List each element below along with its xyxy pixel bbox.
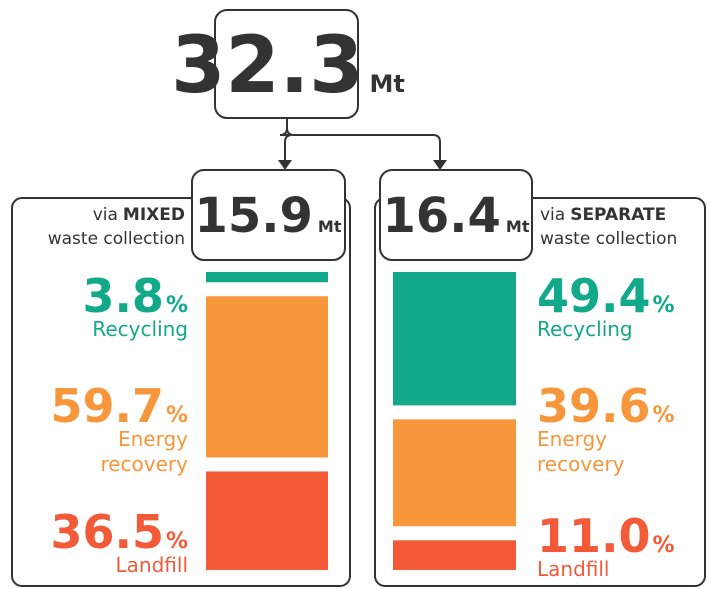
bar-segment [393, 419, 516, 527]
segment-unit: % [166, 529, 188, 554]
caption-prefix: via [93, 205, 118, 225]
mixed-header-box [191, 169, 346, 261]
total-box [214, 9, 359, 119]
segment-label: recovery [537, 452, 625, 476]
total-value: 32.3 [171, 21, 363, 111]
segment-label: Recycling [92, 317, 188, 341]
bar-segment [393, 272, 516, 406]
panel-total: 16.4 Mt [382, 188, 529, 244]
panel-total-unit: Mt [506, 217, 530, 236]
segment-number: 39.6 [537, 379, 651, 433]
segment-unit: % [653, 293, 675, 318]
bar-segment [206, 272, 328, 283]
bar-segment [206, 296, 328, 458]
panel-total-value: 16.4 [382, 188, 500, 244]
segment-unit: % [166, 403, 188, 428]
total-label: 32.3 Mt [171, 21, 405, 111]
segment-value: 49.4% [537, 269, 675, 323]
panel-total: 15.9 Mt [194, 188, 341, 244]
segment-unit: % [653, 533, 675, 558]
segment-label: Recycling [537, 317, 633, 341]
segment-number: 11.0 [537, 509, 651, 563]
bar-segment [206, 471, 328, 570]
segment-value: 59.7% [50, 379, 188, 433]
split-arrows [279, 118, 441, 162]
segment-value: 36.5% [50, 505, 188, 559]
panel-total-value: 15.9 [194, 188, 312, 244]
arrow-heads [278, 160, 447, 170]
segment-value: 39.6% [537, 379, 675, 433]
caption-emphasis: SEPARATE [570, 205, 666, 225]
separate-header-box [379, 169, 533, 261]
caption-line-1: via MIXED [93, 205, 185, 225]
caption-line-2: waste collection [48, 229, 185, 249]
segment-number: 3.8 [82, 269, 164, 323]
total-unit: Mt [370, 70, 405, 98]
segment-label: Energy [118, 427, 188, 451]
segment-number: 36.5 [50, 505, 164, 559]
segment-unit: % [653, 403, 675, 428]
segment-value: 11.0% [537, 509, 675, 563]
segment-unit: % [166, 293, 188, 318]
segment-label: recovery [100, 452, 188, 476]
segment-label: Landfill [537, 557, 609, 581]
caption-emphasis: MIXED [123, 205, 185, 225]
segment-number: 49.4 [537, 269, 651, 323]
segment-label: Energy [537, 427, 607, 451]
bar-segment [393, 540, 516, 570]
segment-number: 59.7 [50, 379, 164, 433]
panel-total-unit: Mt [318, 217, 342, 236]
segment-label: Landfill [116, 553, 188, 577]
segment-value: 3.8% [82, 269, 188, 323]
caption-line-2: waste collection [540, 229, 677, 249]
caption-line-1: via SEPARATE [540, 205, 666, 225]
caption-prefix: via [540, 205, 565, 225]
